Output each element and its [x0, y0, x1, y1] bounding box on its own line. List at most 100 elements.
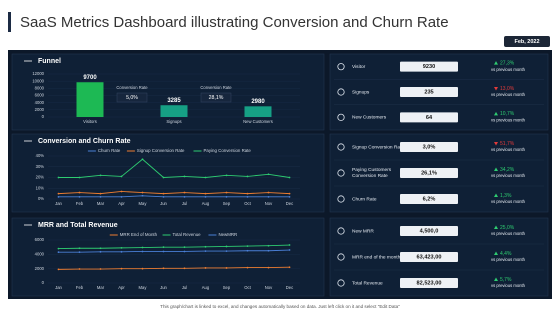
y-tick-label: 8000	[35, 85, 45, 90]
y-tick-label: 0%	[38, 196, 44, 201]
point	[204, 192, 207, 195]
kpi-change: 34,2%	[500, 167, 515, 173]
y-tick-label: 2000	[35, 266, 45, 271]
y-tick-label: 12000	[32, 71, 44, 76]
x-tick-label: Feb	[76, 285, 84, 290]
point	[246, 192, 249, 195]
value-label: 2980	[251, 99, 265, 105]
point	[57, 195, 60, 198]
x-tick-label: New Customers	[243, 119, 273, 124]
y-tick-label: 2000	[35, 107, 45, 112]
kpi-value: 235	[424, 89, 433, 95]
x-tick-label: Sep	[223, 285, 231, 290]
x-tick-label: Dec	[286, 285, 293, 290]
point	[120, 195, 123, 198]
x-tick-label: Jul	[182, 201, 187, 206]
point	[288, 249, 291, 251]
point	[99, 247, 102, 250]
point	[183, 195, 186, 198]
y-tick-label: 10%	[36, 185, 45, 190]
kpi-note: vs previous month	[491, 147, 526, 152]
trend-arrow	[494, 142, 498, 146]
trend-arrow	[494, 111, 498, 116]
legend-label: Total Revenue	[173, 232, 202, 237]
kpi-label: New MRR	[352, 228, 374, 234]
x-tick-label: Oct	[244, 201, 251, 206]
point	[57, 251, 60, 254]
date-badge	[504, 36, 550, 47]
trend-arrow	[494, 87, 498, 91]
kpi-note: vs previous month	[491, 173, 526, 178]
point	[99, 250, 102, 253]
kpi-value: 26,1%	[421, 170, 437, 176]
kpi-icon	[337, 63, 345, 71]
chart-title: Funnel	[38, 58, 61, 65]
bar	[160, 105, 188, 117]
kpi-value-box	[400, 168, 458, 178]
point	[162, 267, 165, 270]
kpi-value: 3,0%	[423, 144, 436, 150]
trend-arrow	[494, 277, 498, 281]
bar	[244, 106, 272, 117]
point	[225, 267, 228, 269]
point	[246, 175, 249, 178]
kpi-value: 63,423,00	[417, 254, 442, 260]
kpi-label: Total Revenue	[352, 280, 383, 286]
kpi-value-box	[400, 112, 458, 123]
y-tick-label: 6000	[35, 237, 45, 242]
point	[57, 192, 60, 195]
kpi-label: MRR end of the month	[352, 254, 401, 260]
x-tick-label: Aug	[202, 285, 210, 290]
point	[162, 195, 165, 198]
kpi-change: 51,7%	[500, 141, 515, 147]
kpi-value-box	[400, 252, 458, 262]
series-line	[58, 191, 290, 195]
y-tick-label: 0	[42, 280, 45, 285]
point	[99, 195, 102, 198]
y-tick-label: 20%	[36, 175, 45, 180]
kpi-icon	[337, 143, 345, 151]
kpi-icon	[337, 195, 345, 203]
point	[57, 176, 60, 179]
point	[78, 195, 81, 198]
point	[99, 192, 102, 195]
y-tick-label: 10000	[32, 78, 44, 83]
x-tick-label: Feb	[76, 201, 84, 206]
point	[288, 244, 291, 246]
x-tick-label: Nov	[265, 201, 273, 206]
kpi-change: 25,0%	[500, 225, 515, 231]
point	[78, 247, 81, 250]
chart-panel	[11, 53, 325, 131]
point	[57, 268, 60, 271]
kpi-value-box	[400, 194, 458, 204]
point	[120, 250, 123, 253]
kpi-label: Paying Customers Conversion Rate	[352, 167, 392, 179]
y-tick-label: 30%	[36, 164, 45, 169]
annotation-label: Conversion Rate	[200, 85, 232, 90]
point	[78, 176, 81, 179]
kpi-note: vs previous month	[491, 257, 526, 262]
kpi-icon	[337, 279, 345, 287]
kpi-note: vs previous month	[491, 67, 526, 72]
point	[288, 176, 291, 179]
trend-arrow	[494, 61, 498, 65]
point	[141, 250, 144, 253]
footer: This graph/chart is linked to excel, and…	[160, 304, 400, 309]
chart-title: Conversion and Churn Rate	[38, 138, 131, 145]
point	[78, 251, 81, 254]
point	[225, 245, 228, 248]
kpi-note: vs previous month	[491, 92, 526, 97]
point	[267, 266, 270, 269]
point	[141, 246, 144, 249]
value-label: 9700	[83, 75, 97, 81]
point	[162, 176, 165, 179]
trend-arrow	[494, 193, 498, 197]
kpi-label: Churn Rate	[352, 196, 377, 202]
annotation-value: 5,0%	[126, 95, 138, 101]
point	[225, 174, 228, 177]
point	[183, 250, 186, 253]
accent-bar	[8, 12, 11, 32]
point	[141, 191, 144, 194]
point	[78, 191, 81, 194]
